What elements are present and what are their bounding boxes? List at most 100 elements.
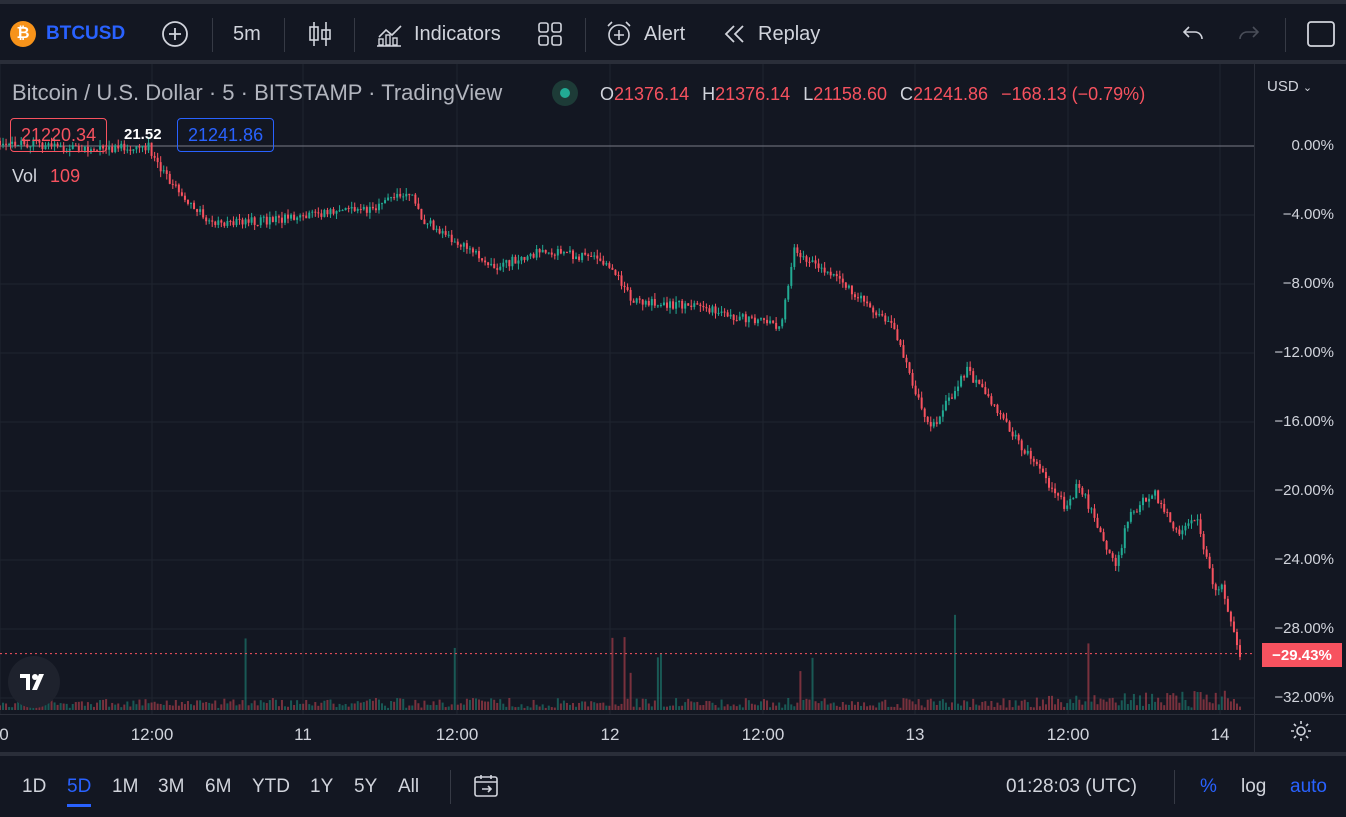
range-button-6m[interactable]: 6M <box>205 776 232 797</box>
chart-pane[interactable]: Bitcoin / U.S. Dollar · 5 · BITSTAMP · T… <box>0 64 1254 714</box>
candle-body <box>562 252 565 254</box>
candle-body <box>256 224 259 226</box>
symbol-search-button[interactable]: ₿ BTCUSD <box>10 4 125 64</box>
currency-selector[interactable]: USD ⌄ <box>1267 78 1312 95</box>
compare-symbol-button[interactable] <box>160 4 190 64</box>
chart-settings-button[interactable] <box>1254 714 1346 752</box>
candle-body <box>747 316 750 323</box>
candle-body <box>186 199 189 204</box>
time-tick-label: 0 <box>0 725 9 744</box>
change-value: −168.13 (−0.79%) <box>1001 84 1146 104</box>
range-button-1m[interactable]: 1M <box>112 776 139 797</box>
percent-scale-toggle[interactable]: % <box>1200 776 1217 797</box>
candle-body <box>1047 478 1050 488</box>
candle-body <box>1005 418 1008 422</box>
candle-body <box>484 260 487 263</box>
candle-body <box>696 303 699 305</box>
market-open-status-icon <box>552 80 578 106</box>
volume-bar <box>778 702 781 710</box>
candle-body <box>665 302 668 308</box>
candle-body <box>384 200 387 204</box>
replay-label: Replay <box>758 22 821 45</box>
log-scale-toggle[interactable]: log <box>1241 776 1267 797</box>
range-button-1d[interactable]: 1D <box>22 776 47 797</box>
candle-body <box>299 215 302 218</box>
auto-scale-toggle[interactable]: auto <box>1290 776 1327 797</box>
volume-bar <box>602 702 605 710</box>
candle-body <box>5 143 8 145</box>
volume-bar <box>1196 691 1199 710</box>
volume-bar <box>720 699 723 710</box>
candle-body <box>817 263 820 269</box>
bottom-toolbar: 1D 5D 1M 3M 6M YTD 1Y 5Y All 01:28:03 (UTC) % lo… <box>0 752 1346 817</box>
candle-body <box>481 258 484 261</box>
sell-price-button[interactable]: 21220.34 <box>10 118 108 152</box>
candle-body <box>547 252 550 254</box>
candle-body <box>1111 553 1114 558</box>
volume-bar <box>171 705 174 710</box>
price-chart[interactable] <box>0 64 1254 714</box>
price-axis[interactable]: USD ⌄ 0.00% −4.00% −8.00% −12.00% −16.00% −20… <box>1254 64 1346 714</box>
indicators-button[interactable]: Indicators <box>374 4 501 64</box>
buy-price-button[interactable]: 21241.86 <box>177 118 275 152</box>
utc-clock[interactable]: 01:28:03 (UTC) <box>1006 776 1137 797</box>
candle-body <box>438 228 441 234</box>
candle-body <box>2 143 5 146</box>
toolbar-divider <box>354 18 355 52</box>
volume-bar <box>850 701 853 710</box>
candle-body <box>199 209 202 212</box>
candle-body <box>1145 497 1148 502</box>
undo-button[interactable] <box>1180 4 1206 64</box>
candle-body <box>14 141 17 146</box>
candle-body <box>62 146 65 152</box>
range-button-ytd[interactable]: YTD <box>252 776 290 797</box>
rewind-icon <box>722 21 748 47</box>
fullscreen-button[interactable] <box>1306 4 1336 64</box>
volume-bar <box>960 705 963 710</box>
candle-body <box>644 300 647 305</box>
range-button-5d[interactable]: 5D <box>67 776 92 797</box>
redo-icon <box>1236 21 1262 47</box>
volume-bar <box>47 698 50 710</box>
volume-bar <box>408 705 411 710</box>
candle-body <box>978 379 981 384</box>
candle-body <box>590 255 593 257</box>
volume-bar <box>1226 698 1229 710</box>
chart-type-button[interactable] <box>306 4 334 64</box>
candle-body <box>326 209 329 215</box>
redo-button[interactable] <box>1236 4 1262 64</box>
price-tick-label: −4.00% <box>1282 206 1334 223</box>
volume-bar <box>908 699 911 710</box>
gear-icon <box>1289 719 1313 748</box>
date-range-button[interactable] <box>472 772 500 806</box>
tradingview-logo[interactable] <box>8 656 60 708</box>
range-button-all[interactable]: All <box>398 776 420 797</box>
volume-bar <box>141 705 144 710</box>
time-axis[interactable]: 0 12:00 11 12:00 12 12:00 13 12:00 14 <box>0 714 1254 752</box>
candle-body <box>17 144 20 146</box>
volume-bar <box>393 701 396 710</box>
candle-body <box>1017 434 1020 441</box>
range-button-5y[interactable]: 5Y <box>354 776 378 797</box>
candle-body <box>763 318 766 320</box>
volume-bar <box>105 699 108 710</box>
candle-body <box>675 302 678 309</box>
candle-body <box>702 305 705 308</box>
volume-bar <box>432 701 435 710</box>
candle-body <box>468 248 471 250</box>
candle-body <box>493 263 496 269</box>
interval-button[interactable]: 5m <box>233 4 261 64</box>
range-button-1y[interactable]: 1Y <box>310 776 334 797</box>
layouts-button[interactable] <box>536 4 564 64</box>
volume-bar <box>89 704 92 710</box>
candle-body <box>456 241 459 245</box>
volume-bar <box>996 702 999 710</box>
replay-button[interactable]: Replay <box>722 4 820 64</box>
volume-bar <box>250 703 253 710</box>
candle-body <box>508 260 511 267</box>
range-button-3m[interactable]: 3M <box>158 776 185 797</box>
volume-bar <box>1023 699 1026 710</box>
candle-body <box>41 142 44 150</box>
volume-bar <box>350 703 353 710</box>
alert-button[interactable]: Alert <box>604 4 685 64</box>
